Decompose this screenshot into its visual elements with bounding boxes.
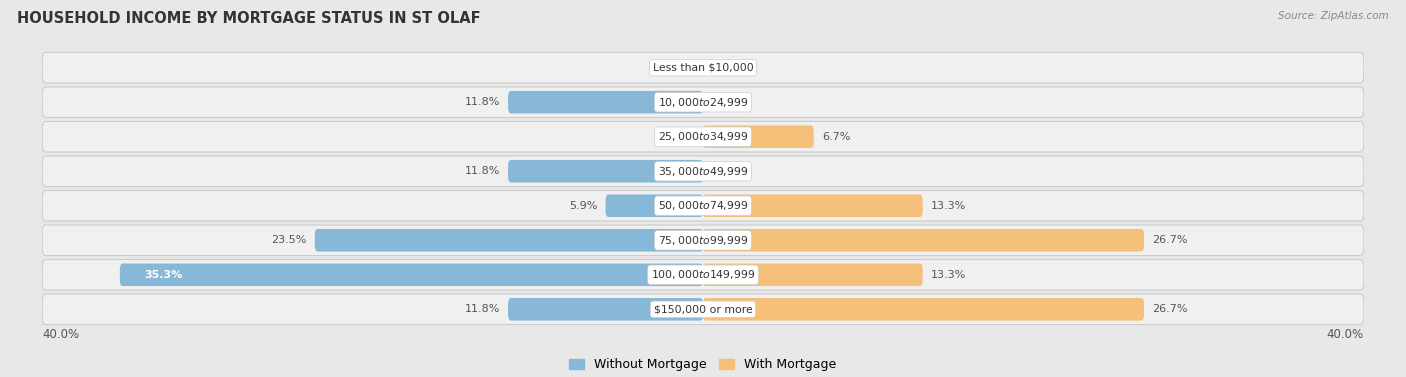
FancyBboxPatch shape [703,264,922,286]
Text: 35.3%: 35.3% [145,270,183,280]
Text: 6.7%: 6.7% [823,132,851,142]
Text: $35,000 to $49,999: $35,000 to $49,999 [658,165,748,178]
FancyBboxPatch shape [508,160,703,182]
Text: 0.0%: 0.0% [711,166,740,176]
Legend: Without Mortgage, With Mortgage: Without Mortgage, With Mortgage [569,359,837,371]
FancyBboxPatch shape [703,229,1144,251]
Text: 11.8%: 11.8% [464,166,499,176]
Text: 11.8%: 11.8% [464,304,499,314]
Text: 5.9%: 5.9% [569,201,598,211]
FancyBboxPatch shape [703,195,922,217]
FancyBboxPatch shape [508,298,703,320]
Text: $50,000 to $74,999: $50,000 to $74,999 [658,199,748,212]
FancyBboxPatch shape [315,229,703,251]
FancyBboxPatch shape [42,294,1364,325]
FancyBboxPatch shape [508,91,703,113]
Text: HOUSEHOLD INCOME BY MORTGAGE STATUS IN ST OLAF: HOUSEHOLD INCOME BY MORTGAGE STATUS IN S… [17,11,481,26]
FancyBboxPatch shape [120,264,703,286]
Text: 13.3%: 13.3% [931,270,966,280]
FancyBboxPatch shape [42,259,1364,290]
Text: 0.0%: 0.0% [711,97,740,107]
Text: $150,000 or more: $150,000 or more [654,304,752,314]
Text: 26.7%: 26.7% [1153,304,1188,314]
Text: 0.0%: 0.0% [666,63,695,73]
Text: 13.3%: 13.3% [931,201,966,211]
Text: Less than $10,000: Less than $10,000 [652,63,754,73]
Text: 23.5%: 23.5% [271,235,307,245]
Text: 40.0%: 40.0% [42,328,79,341]
FancyBboxPatch shape [42,87,1364,118]
FancyBboxPatch shape [42,225,1364,256]
Text: $25,000 to $34,999: $25,000 to $34,999 [658,130,748,143]
FancyBboxPatch shape [42,190,1364,221]
Text: 40.0%: 40.0% [1327,328,1364,341]
FancyBboxPatch shape [703,298,1144,320]
Text: 0.0%: 0.0% [711,63,740,73]
Text: $100,000 to $149,999: $100,000 to $149,999 [651,268,755,281]
Text: 0.0%: 0.0% [666,132,695,142]
FancyBboxPatch shape [42,52,1364,83]
FancyBboxPatch shape [606,195,703,217]
Text: $75,000 to $99,999: $75,000 to $99,999 [658,234,748,247]
FancyBboxPatch shape [42,156,1364,187]
FancyBboxPatch shape [703,126,814,148]
Text: Source: ZipAtlas.com: Source: ZipAtlas.com [1278,11,1389,21]
Text: 26.7%: 26.7% [1153,235,1188,245]
Text: $10,000 to $24,999: $10,000 to $24,999 [658,96,748,109]
Text: 11.8%: 11.8% [464,97,499,107]
FancyBboxPatch shape [42,121,1364,152]
